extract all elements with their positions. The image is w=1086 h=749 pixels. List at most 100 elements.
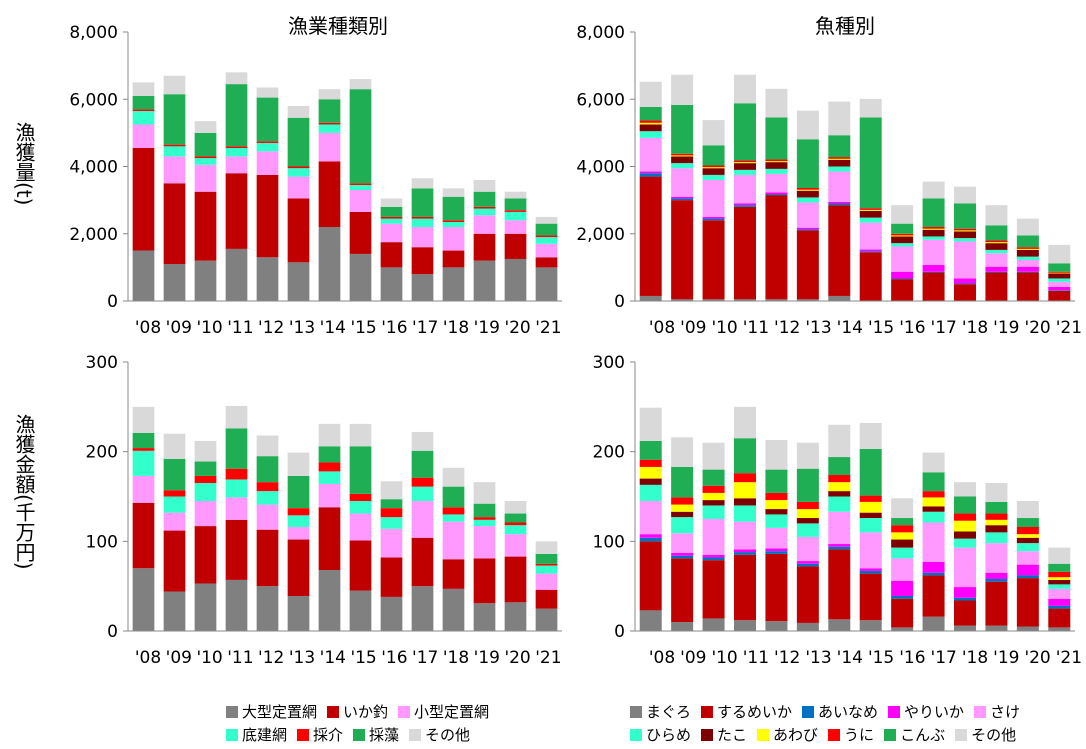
bar-segment xyxy=(411,586,434,631)
legend-item: こんぶ xyxy=(884,724,945,745)
bar-segment xyxy=(1048,579,1071,585)
bar-segment xyxy=(702,216,725,219)
bar-segment xyxy=(442,559,465,589)
y-tick-label: 200 xyxy=(86,443,118,463)
bar-segment xyxy=(1048,281,1071,287)
x-tick-label: '10 xyxy=(196,648,222,668)
x-tick-label: '11 xyxy=(743,648,769,668)
bar-segment xyxy=(411,431,434,451)
y-tick-label: 0 xyxy=(107,622,118,642)
bar-segment xyxy=(891,558,914,581)
bar-segment xyxy=(535,257,558,268)
bar-segment xyxy=(473,260,496,301)
y-tick-label: 0 xyxy=(614,622,625,642)
bar-segment xyxy=(954,241,976,279)
bar-segment xyxy=(891,235,914,237)
bar-segment xyxy=(194,440,217,462)
bar-segment xyxy=(535,563,558,566)
bar-segment xyxy=(225,479,248,498)
bar-segment xyxy=(225,248,248,301)
legend-label: やりいか xyxy=(904,703,965,721)
bar-segment xyxy=(734,203,756,206)
bar-segment xyxy=(671,163,694,169)
bar-segment xyxy=(702,500,725,506)
x-tick-label: '10 xyxy=(711,648,737,668)
bar-segment xyxy=(985,266,1008,272)
bar-segment xyxy=(796,197,819,203)
bar-segment xyxy=(349,590,372,631)
bar-segment xyxy=(765,194,788,196)
bar-segment xyxy=(922,497,945,507)
bar-segment xyxy=(922,272,945,301)
bar-segment xyxy=(380,198,403,207)
bar-segment xyxy=(504,233,527,259)
bar-segment xyxy=(535,216,558,224)
bar-segment xyxy=(891,498,914,519)
bar-segment xyxy=(985,249,1008,254)
bar-segment xyxy=(349,500,372,514)
bar-segment xyxy=(163,496,186,513)
bar-segment xyxy=(891,518,914,526)
bar-segment xyxy=(954,513,976,521)
x-tick-label: '14 xyxy=(320,318,346,338)
bar-segment xyxy=(256,529,279,587)
bar-segment xyxy=(380,242,403,268)
bar-segment xyxy=(349,253,372,301)
bar-segment xyxy=(639,537,662,542)
bar-segment xyxy=(535,237,558,244)
legend-item: するめいか xyxy=(701,701,792,722)
bar-segment xyxy=(765,500,788,510)
x-tick-label: '13 xyxy=(805,648,831,668)
bar-segment xyxy=(702,168,725,175)
bar-segment xyxy=(639,407,662,441)
bar-segment xyxy=(1016,526,1039,535)
bar-segment xyxy=(985,240,1008,243)
bar-segment xyxy=(256,491,279,505)
bar-segment xyxy=(891,236,914,244)
bar-segment xyxy=(891,205,914,224)
bar-segment xyxy=(225,579,248,631)
bar-segment xyxy=(859,98,882,118)
x-tick-label: '08 xyxy=(135,648,161,668)
bar-segment xyxy=(734,473,756,483)
x-tick-label: '14 xyxy=(837,318,863,338)
bar-segment xyxy=(473,233,496,261)
bar-segment xyxy=(1048,278,1071,282)
bar-segment xyxy=(504,220,527,234)
legend-label: たこ xyxy=(717,726,748,744)
bar-segment xyxy=(828,203,851,206)
bar-segment xyxy=(985,532,1008,544)
x-tick-label: '19 xyxy=(993,648,1019,668)
bar-segment xyxy=(859,518,882,533)
bar-segment xyxy=(891,279,914,301)
x-tick-label: '14 xyxy=(320,648,346,668)
bar-segment xyxy=(671,558,694,623)
bar-segment xyxy=(954,600,976,626)
bar-segment xyxy=(442,507,465,515)
bar-segment xyxy=(671,497,694,505)
bar-segment xyxy=(380,216,403,219)
bar-segment xyxy=(442,220,465,222)
bar-segment xyxy=(287,176,310,199)
legend-swatch xyxy=(802,705,815,718)
bar-segment xyxy=(734,206,756,300)
x-tick-label: '11 xyxy=(227,648,253,668)
bar-segment xyxy=(225,405,248,429)
bar-segment xyxy=(504,191,527,199)
legend-swatch xyxy=(630,728,642,741)
bar-segment xyxy=(985,525,1008,533)
bar-segment xyxy=(1016,256,1039,260)
bar-segment xyxy=(985,225,1008,241)
bar-segment xyxy=(985,272,1008,301)
x-tick-label: '20 xyxy=(1024,648,1050,668)
bar-segment xyxy=(828,424,851,458)
bar-segment xyxy=(765,299,788,301)
bar-segment xyxy=(796,229,819,231)
bar-segment xyxy=(702,469,725,486)
bar-segment xyxy=(411,450,434,478)
bar-segment xyxy=(796,509,819,519)
x-tick-label: '10 xyxy=(196,318,222,338)
bar-segment xyxy=(796,566,819,623)
bar-segment xyxy=(796,468,819,502)
